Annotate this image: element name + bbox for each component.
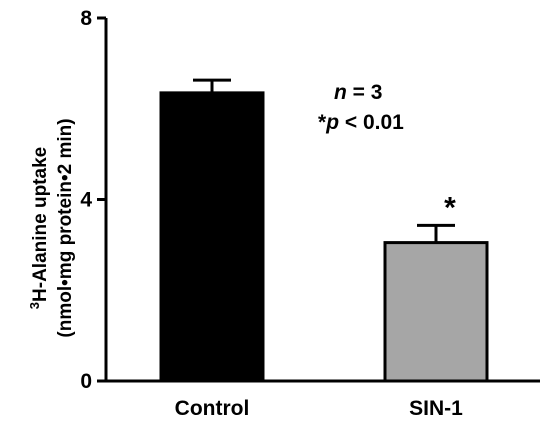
n-annotation-value: = 3: [347, 81, 383, 104]
p-value-italic: p: [325, 111, 339, 134]
bar-sin-1: [383, 241, 489, 383]
axis-layer: Control SIN-1 * 0 4 8: [80, 7, 540, 420]
y-axis-label-line1: H-Alanine uptake: [30, 147, 51, 302]
n-annotation: n = 3: [334, 81, 382, 104]
y-tick-label-0: 0: [80, 370, 92, 393]
y-tick-label-8: 8: [80, 7, 92, 30]
y-axis-label: 3H-Alanine uptake: [27, 147, 51, 309]
y-axis-label-units: (nmol•mg protein•2 min): [55, 118, 76, 337]
p-value-threshold: < 0.01: [339, 111, 404, 134]
p-value-star: *: [318, 111, 327, 134]
y-axis-label-superscript: 3: [27, 302, 42, 309]
n-annotation-italic: n: [334, 81, 347, 104]
p-value-annotation: *p < 0.01: [318, 111, 404, 134]
x-tick-label-sin-1: SIN-1: [409, 397, 463, 420]
y-tick-label-4: 4: [80, 189, 92, 212]
bar-control: [159, 91, 265, 383]
x-tick-label-control: Control: [175, 397, 250, 420]
significance-star-sin-1: *: [444, 191, 456, 224]
